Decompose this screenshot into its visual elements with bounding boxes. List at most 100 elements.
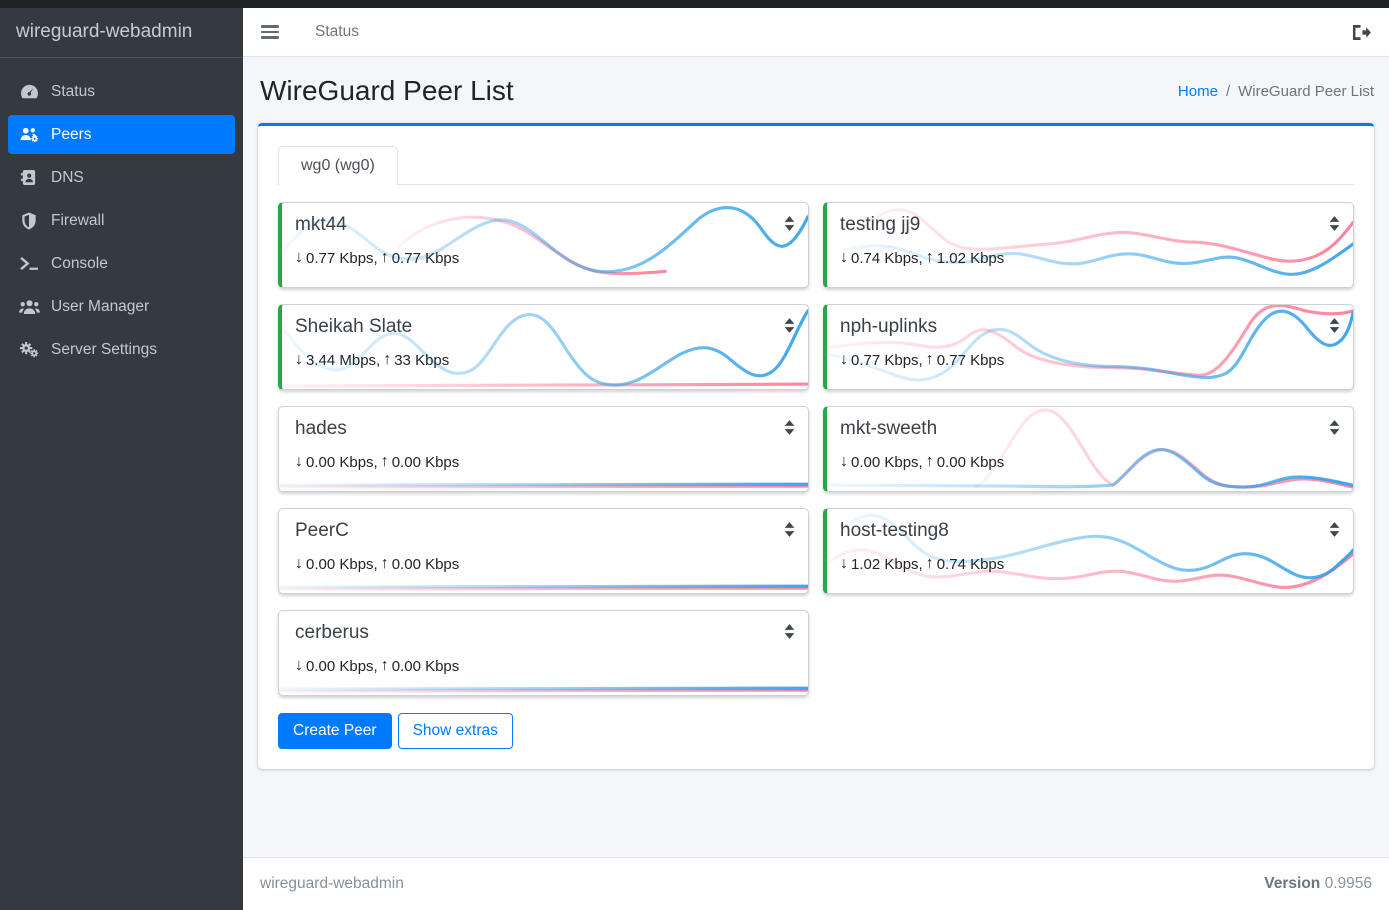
actions-row: Create Peer Show extras (278, 713, 1354, 749)
sidebar-item-server-settings[interactable]: Server Settings (8, 330, 235, 369)
sidebar-item-label: Status (51, 82, 95, 100)
peer-spark-tx (279, 484, 808, 489)
sidebar-nav: Status Peers DNS Firewall (0, 58, 243, 387)
sidebar-item-status[interactable]: Status (8, 72, 235, 111)
download-arrow-icon: ↓ (295, 351, 303, 368)
peer-rx-value: 1.02 Kbps, (851, 555, 923, 573)
show-extras-button[interactable]: Show extras (397, 713, 513, 749)
peer-list-card: wg0 (wg0) mkt44 ↓ 0.77 Kbps, ↑ 0.77 Kbps… (258, 123, 1374, 769)
peer-traffic-stats: ↓ 0.00 Kbps, ↑ 0.00 Kbps (840, 453, 1337, 471)
peer-tx-value: 0.00 Kbps (391, 453, 460, 471)
peer-spark-tx (279, 688, 808, 693)
download-arrow-icon: ↓ (840, 249, 848, 266)
download-arrow-icon: ↓ (295, 555, 303, 572)
peer-traffic-stats: ↓ 3.44 Mbps, ↑ 33 Kbps (295, 351, 792, 369)
download-arrow-icon: ↓ (840, 453, 848, 470)
download-arrow-icon: ↓ (295, 657, 303, 674)
upload-arrow-icon: ↑ (380, 249, 389, 266)
peer-tx-value: 0.00 Kbps (391, 555, 460, 573)
sort-handle-icon[interactable] (783, 317, 796, 339)
peer-name: Sheikah Slate (295, 316, 413, 337)
interface-tabs: wg0 (wg0) (278, 146, 1354, 185)
upload-arrow-icon: ↑ (383, 351, 392, 368)
peer-card[interactable]: PeerC ↓ 0.00 Kbps, ↑ 0.00 Kbps (278, 508, 809, 594)
peer-card[interactable]: mkt44 ↓ 0.77 Kbps, ↑ 0.77 Kbps (278, 202, 809, 288)
page-title: WireGuard Peer List (260, 75, 514, 106)
footer-version-label: Version (1264, 875, 1321, 892)
peer-card[interactable]: testing jj9 ↓ 0.74 Kbps, ↑ 1.02 Kbps (823, 202, 1354, 288)
upload-arrow-icon: ↑ (925, 351, 934, 368)
sidebar-item-dns[interactable]: DNS (8, 158, 235, 197)
upload-arrow-icon: ↑ (925, 453, 934, 470)
peer-card[interactable]: hades ↓ 0.00 Kbps, ↑ 0.00 Kbps (278, 406, 809, 492)
navbar-status-link[interactable]: Status (315, 23, 359, 40)
peer-traffic-stats: ↓ 0.00 Kbps, ↑ 0.00 Kbps (295, 657, 792, 675)
sort-handle-icon[interactable] (783, 521, 796, 543)
terminal-icon (16, 256, 42, 271)
sort-handle-icon[interactable] (783, 623, 796, 645)
footer-app-name: wireguard-webadmin (260, 875, 404, 892)
tab-wg0[interactable]: wg0 (wg0) (278, 146, 398, 185)
peer-spark-tx (279, 586, 808, 591)
sort-handle-icon[interactable] (783, 419, 796, 441)
peer-tx-value: 0.00 Kbps (391, 657, 460, 675)
download-arrow-icon: ↓ (295, 249, 303, 266)
sort-handle-icon[interactable] (1328, 317, 1341, 339)
peer-name: PeerC (295, 520, 349, 541)
sort-handle-icon[interactable] (783, 215, 796, 237)
logout-icon[interactable] (1351, 24, 1371, 41)
sort-handle-icon[interactable] (1328, 521, 1341, 543)
peer-traffic-stats: ↓ 1.02 Kbps, ↑ 0.74 Kbps (840, 555, 1337, 573)
peer-traffic-stats: ↓ 0.00 Kbps, ↑ 0.00 Kbps (295, 555, 792, 573)
peer-traffic-stats: ↓ 0.77 Kbps, ↑ 0.77 Kbps (840, 351, 1337, 369)
sidebar-item-user-manager[interactable]: User Manager (8, 287, 235, 326)
brand-link[interactable]: wireguard-webadmin (0, 8, 243, 58)
top-navbar: Status (243, 8, 1389, 57)
footer-version: Version 0.9956 (1264, 875, 1372, 893)
peer-rx-value: 0.74 Kbps, (851, 249, 923, 267)
peer-name: hades (295, 418, 347, 439)
sidebar-item-firewall[interactable]: Firewall (8, 201, 235, 240)
sidebar-item-label: Console (51, 254, 108, 272)
peer-rx-value: 0.77 Kbps, (851, 351, 923, 369)
sidebar-item-peers[interactable]: Peers (8, 115, 235, 154)
peer-traffic-stats: ↓ 0.74 Kbps, ↑ 1.02 Kbps (840, 249, 1337, 267)
sort-handle-icon[interactable] (1328, 215, 1341, 237)
content-area: WireGuard Peer List Home / WireGuard Pee… (243, 57, 1389, 857)
peer-card[interactable]: host-testing8 ↓ 1.02 Kbps, ↑ 0.74 Kbps (823, 508, 1354, 594)
users-gear-icon (16, 126, 42, 143)
peer-spark-tx (282, 382, 808, 388)
sidebar: wireguard-webadmin Status Peers DNS (0, 8, 243, 910)
hamburger-menu-icon[interactable] (261, 22, 279, 42)
peer-spark-rx (279, 686, 808, 691)
breadcrumb-separator: / (1225, 82, 1231, 100)
breadcrumb-home-link[interactable]: Home (1177, 82, 1218, 100)
peer-card[interactable]: nph-uplinks ↓ 0.77 Kbps, ↑ 0.77 Kbps (823, 304, 1354, 390)
peer-traffic-stats: ↓ 0.00 Kbps, ↑ 0.00 Kbps (295, 453, 792, 471)
create-peer-button[interactable]: Create Peer (278, 713, 392, 749)
sidebar-item-label: Firewall (51, 211, 105, 229)
download-arrow-icon: ↓ (840, 351, 848, 368)
sidebar-item-console[interactable]: Console (8, 244, 235, 283)
sidebar-item-label: User Manager (51, 297, 150, 315)
sort-handle-icon[interactable] (1328, 419, 1341, 441)
peer-grid: mkt44 ↓ 0.77 Kbps, ↑ 0.77 Kbps testing j… (278, 202, 1354, 696)
peer-rx-value: 3.44 Mbps, (306, 351, 381, 369)
gauge-icon (16, 83, 42, 100)
peer-spark-rx (279, 482, 808, 487)
peer-card[interactable]: cerberus ↓ 0.00 Kbps, ↑ 0.00 Kbps (278, 610, 809, 696)
breadcrumb: Home / WireGuard Peer List (1178, 83, 1374, 100)
sidebar-item-label: DNS (51, 168, 84, 186)
peer-tx-value: 1.02 Kbps (936, 249, 1005, 267)
peer-name: testing jj9 (840, 214, 921, 235)
download-arrow-icon: ↓ (840, 555, 848, 572)
upload-arrow-icon: ↑ (925, 555, 934, 572)
peer-rx-value: 0.77 Kbps, (306, 249, 378, 267)
peer-card[interactable]: mkt-sweeth ↓ 0.00 Kbps, ↑ 0.00 Kbps (823, 406, 1354, 492)
peer-tx-value: 0.74 Kbps (936, 555, 1005, 573)
peer-tx-value: 0.77 Kbps (391, 249, 460, 267)
address-book-icon (16, 169, 42, 186)
gears-icon (16, 341, 42, 358)
upload-arrow-icon: ↑ (380, 555, 389, 572)
peer-card[interactable]: Sheikah Slate ↓ 3.44 Mbps, ↑ 33 Kbps (278, 304, 809, 390)
